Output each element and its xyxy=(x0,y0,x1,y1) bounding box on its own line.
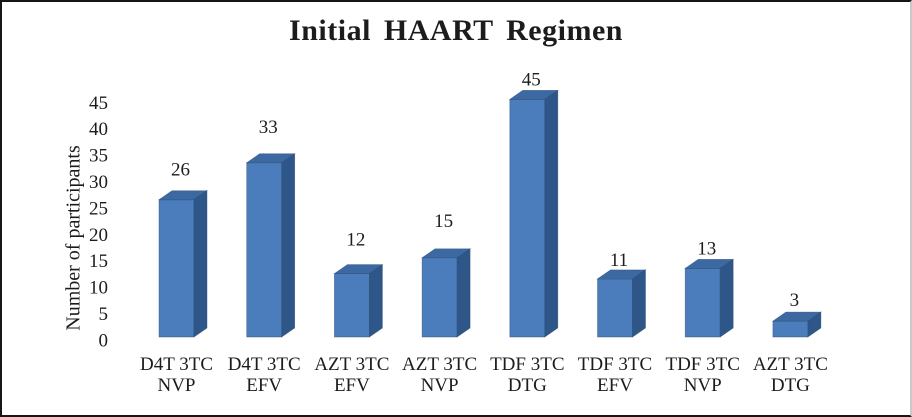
bar-tdf-3tc-nvp xyxy=(684,258,735,338)
bar-side-face xyxy=(807,311,822,338)
category-label: TDF 3TC DTG xyxy=(490,354,564,396)
bar-side-face xyxy=(193,190,208,338)
bar-tdf-3tc-efv xyxy=(596,269,647,338)
bar-d4t-3tc-nvp xyxy=(157,190,209,338)
bar-value-label: 3 xyxy=(790,290,800,311)
bar-tdf-3tc-dtg xyxy=(508,89,559,338)
bar-value-label: 12 xyxy=(346,230,365,251)
y-axis-tick-label: 35 xyxy=(89,146,108,167)
category-label: AZT 3TC DTG xyxy=(753,354,828,396)
category-label: AZT 3TC EFV xyxy=(314,354,389,396)
bar-front-face xyxy=(158,199,195,338)
bar-side-face xyxy=(719,258,734,338)
category-label: D4T 3TC EFV xyxy=(228,354,301,396)
category-label: TDF 3TC EFV xyxy=(578,354,652,396)
bar-azt-3tc-dtg xyxy=(771,311,823,338)
bar-front-face xyxy=(509,99,546,338)
bar-side-face xyxy=(369,263,383,338)
y-axis-tick-label: 40 xyxy=(89,119,108,140)
y-axis-tick-label: 25 xyxy=(89,198,108,219)
bar-value-label: 45 xyxy=(522,69,541,90)
category-label: D4T 3TC NVP xyxy=(140,354,213,396)
bar-value-label: 15 xyxy=(434,211,453,232)
y-axis-tick-label: 10 xyxy=(89,278,108,299)
bar-side-face xyxy=(632,269,646,338)
bar-front-face xyxy=(334,273,370,338)
bar-azt-3tc-nvp xyxy=(420,248,472,338)
bar-front-face xyxy=(684,268,721,338)
bar-d4t-3tc-efv xyxy=(245,153,296,338)
bar-front-face xyxy=(597,278,633,338)
bar-value-label: 33 xyxy=(259,117,278,138)
category-label: AZT 3TC NVP xyxy=(402,354,477,396)
bar-side-face xyxy=(281,153,296,338)
bar-value-label: 13 xyxy=(697,238,716,259)
category-label: TDF 3TC NVP xyxy=(665,354,739,396)
y-axis-tick-label: 20 xyxy=(89,225,108,246)
y-axis-tick-label: 5 xyxy=(99,304,109,325)
bar-value-label: 11 xyxy=(610,250,628,271)
bar-front-face xyxy=(772,320,809,338)
y-axis-tick-label: 15 xyxy=(89,251,108,272)
chart-title: Initial HAART Regimen xyxy=(289,14,623,47)
bar-side-face xyxy=(456,248,471,338)
bar-side-face xyxy=(544,89,559,338)
y-axis-tick-label: 30 xyxy=(89,172,108,193)
bar-front-face xyxy=(421,257,458,338)
bar-front-face xyxy=(246,162,283,338)
bar-value-label: 26 xyxy=(171,160,190,181)
bar-azt-3tc-efv xyxy=(333,263,384,338)
y-axis-tick-label: 0 xyxy=(99,330,109,351)
y-axis-tick-label: 45 xyxy=(89,93,108,114)
